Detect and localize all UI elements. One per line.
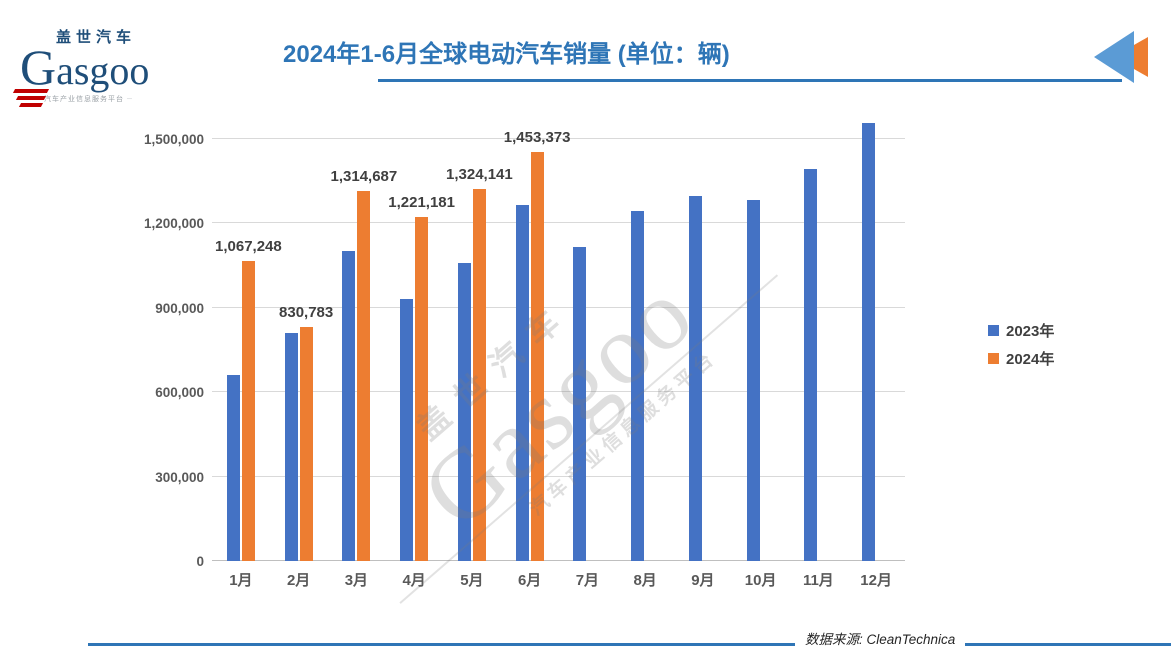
x-axis-label-7月: 7月: [575, 572, 600, 589]
month-group-4月: 1,221,181: [385, 139, 455, 561]
gridline: [212, 475, 905, 477]
y-axis-label: 600,000: [155, 385, 204, 401]
month-group-1月: 1,067,248: [212, 139, 282, 561]
double-arrow-left-icon: [1092, 30, 1150, 84]
y-axis-label: 300,000: [155, 469, 204, 485]
bar-groups: 1,067,248 830,783 1,314,687 1,221,181 1,324,…: [212, 123, 905, 561]
data-label-1月: 1,067,248: [215, 237, 282, 255]
bar-2024-3月: 1,314,687: [331, 168, 397, 561]
x-axis-label-2月: 2月: [286, 572, 311, 589]
bar-2023-11月: [804, 169, 818, 561]
data-source-label: 数据来源: CleanTechnica: [795, 628, 966, 648]
plot-area: 1,067,248 830,783 1,314,687 1,221,181 1,324,…: [212, 123, 905, 561]
gasgoo-logo: 盖世汽车 Gasgoo 汽车产业信息服务平台: [12, 29, 154, 107]
x-axis-label-4月: 4月: [402, 572, 426, 589]
month-group-3月: 1,314,687: [328, 139, 397, 561]
x-axis-label-11月: 11月: [802, 572, 834, 589]
legend-swatch-icon: [988, 325, 999, 336]
x-axis-label-10月: 10月: [744, 572, 777, 589]
legend-label: 2024年: [1006, 351, 1055, 368]
data-label-3月: 1,314,687: [330, 168, 398, 186]
month-group-9月: [674, 139, 732, 561]
title-underline: [378, 79, 1122, 82]
x-axis-label-9月: 9月: [691, 572, 715, 589]
month-group-6月: 1,453,373: [501, 129, 570, 561]
month-group-2月: 830,783: [270, 139, 333, 561]
legend-item-2024年: 2024年: [988, 348, 1054, 369]
bar-2023-6月: [515, 204, 529, 561]
bar-2024-2月: 830,783: [279, 304, 333, 561]
legend-label: 2023年: [1006, 323, 1055, 340]
x-axis-label-3月: 3月: [344, 572, 369, 589]
page-title: 2024年1-6月全球电动汽车销量 (单位：辆): [283, 41, 730, 68]
bar-2023-1月: [226, 374, 240, 561]
blue-triangle-icon: [1094, 31, 1134, 83]
bar-2023-5月: [457, 263, 471, 561]
x-axis: 1月 2月 3月 4月 5月 6月 7月 8月 9月 10月 11月 12月: [212, 569, 905, 590]
x-axis-label-6月: 6月: [517, 572, 542, 589]
gridline: [212, 391, 905, 393]
bar-2023-10月: [746, 199, 760, 561]
bar-2023-12月: [862, 123, 876, 561]
bar-2024-5月: 1,324,141: [446, 166, 513, 561]
data-label-5月: 1,324,141: [446, 165, 513, 183]
bar-2023-3月: [342, 250, 356, 561]
month-group-12月: [847, 123, 905, 561]
bar-2023-9月: [688, 196, 702, 561]
gridline: [212, 306, 905, 308]
y-axis-label: 0: [196, 554, 204, 569]
y-axis-label: 1,200,000: [143, 216, 204, 232]
y-axis-label: 1,500,000: [143, 132, 204, 147]
bar-2023-2月: [284, 332, 298, 561]
logo-tagline: 汽车产业信息服务平台: [14, 94, 154, 104]
bar-2024-6月: 1,453,373: [504, 129, 570, 561]
bar-2023-7月: [573, 247, 587, 561]
data-label-4月: 1,221,181: [388, 194, 455, 212]
x-axis-label-12月: 12月: [860, 572, 892, 589]
gridline: [212, 560, 905, 561]
y-axis: 0 300,000 600,000 900,000 1,200,000 1,500,000: [90, 132, 204, 569]
data-label-2月: 830,783: [279, 304, 334, 322]
gridline: [212, 222, 905, 224]
logo-chinese-text: 盖世汽车: [56, 29, 137, 46]
data-label-6月: 1,453,373: [503, 129, 571, 147]
x-axis-label-1月: 1月: [229, 572, 253, 589]
bar-2023-4月: [400, 299, 414, 561]
x-axis-label-5月: 5月: [460, 572, 484, 589]
y-axis-label: 900,000: [155, 300, 204, 316]
month-group-11月: [790, 139, 848, 561]
month-group-5月: 1,324,141: [443, 139, 513, 561]
month-group-10月: [732, 139, 790, 561]
month-group-8月: [616, 139, 674, 561]
bar-2023-8月: [631, 211, 645, 561]
bar-2024-4月: 1,221,181: [388, 194, 455, 561]
footer-rule: [88, 643, 1171, 646]
month-group-7月: [559, 139, 617, 561]
bar-2024-1月: 1,067,248: [215, 238, 282, 561]
chart-legend: 2023年 2024年: [988, 320, 1054, 376]
legend-item-2023年: 2023年: [988, 320, 1054, 341]
logo-wordmark: Gasgoo: [20, 39, 150, 95]
gridline: [212, 138, 905, 139]
legend-swatch-icon: [988, 353, 999, 364]
x-axis-label-8月: 8月: [633, 572, 657, 589]
